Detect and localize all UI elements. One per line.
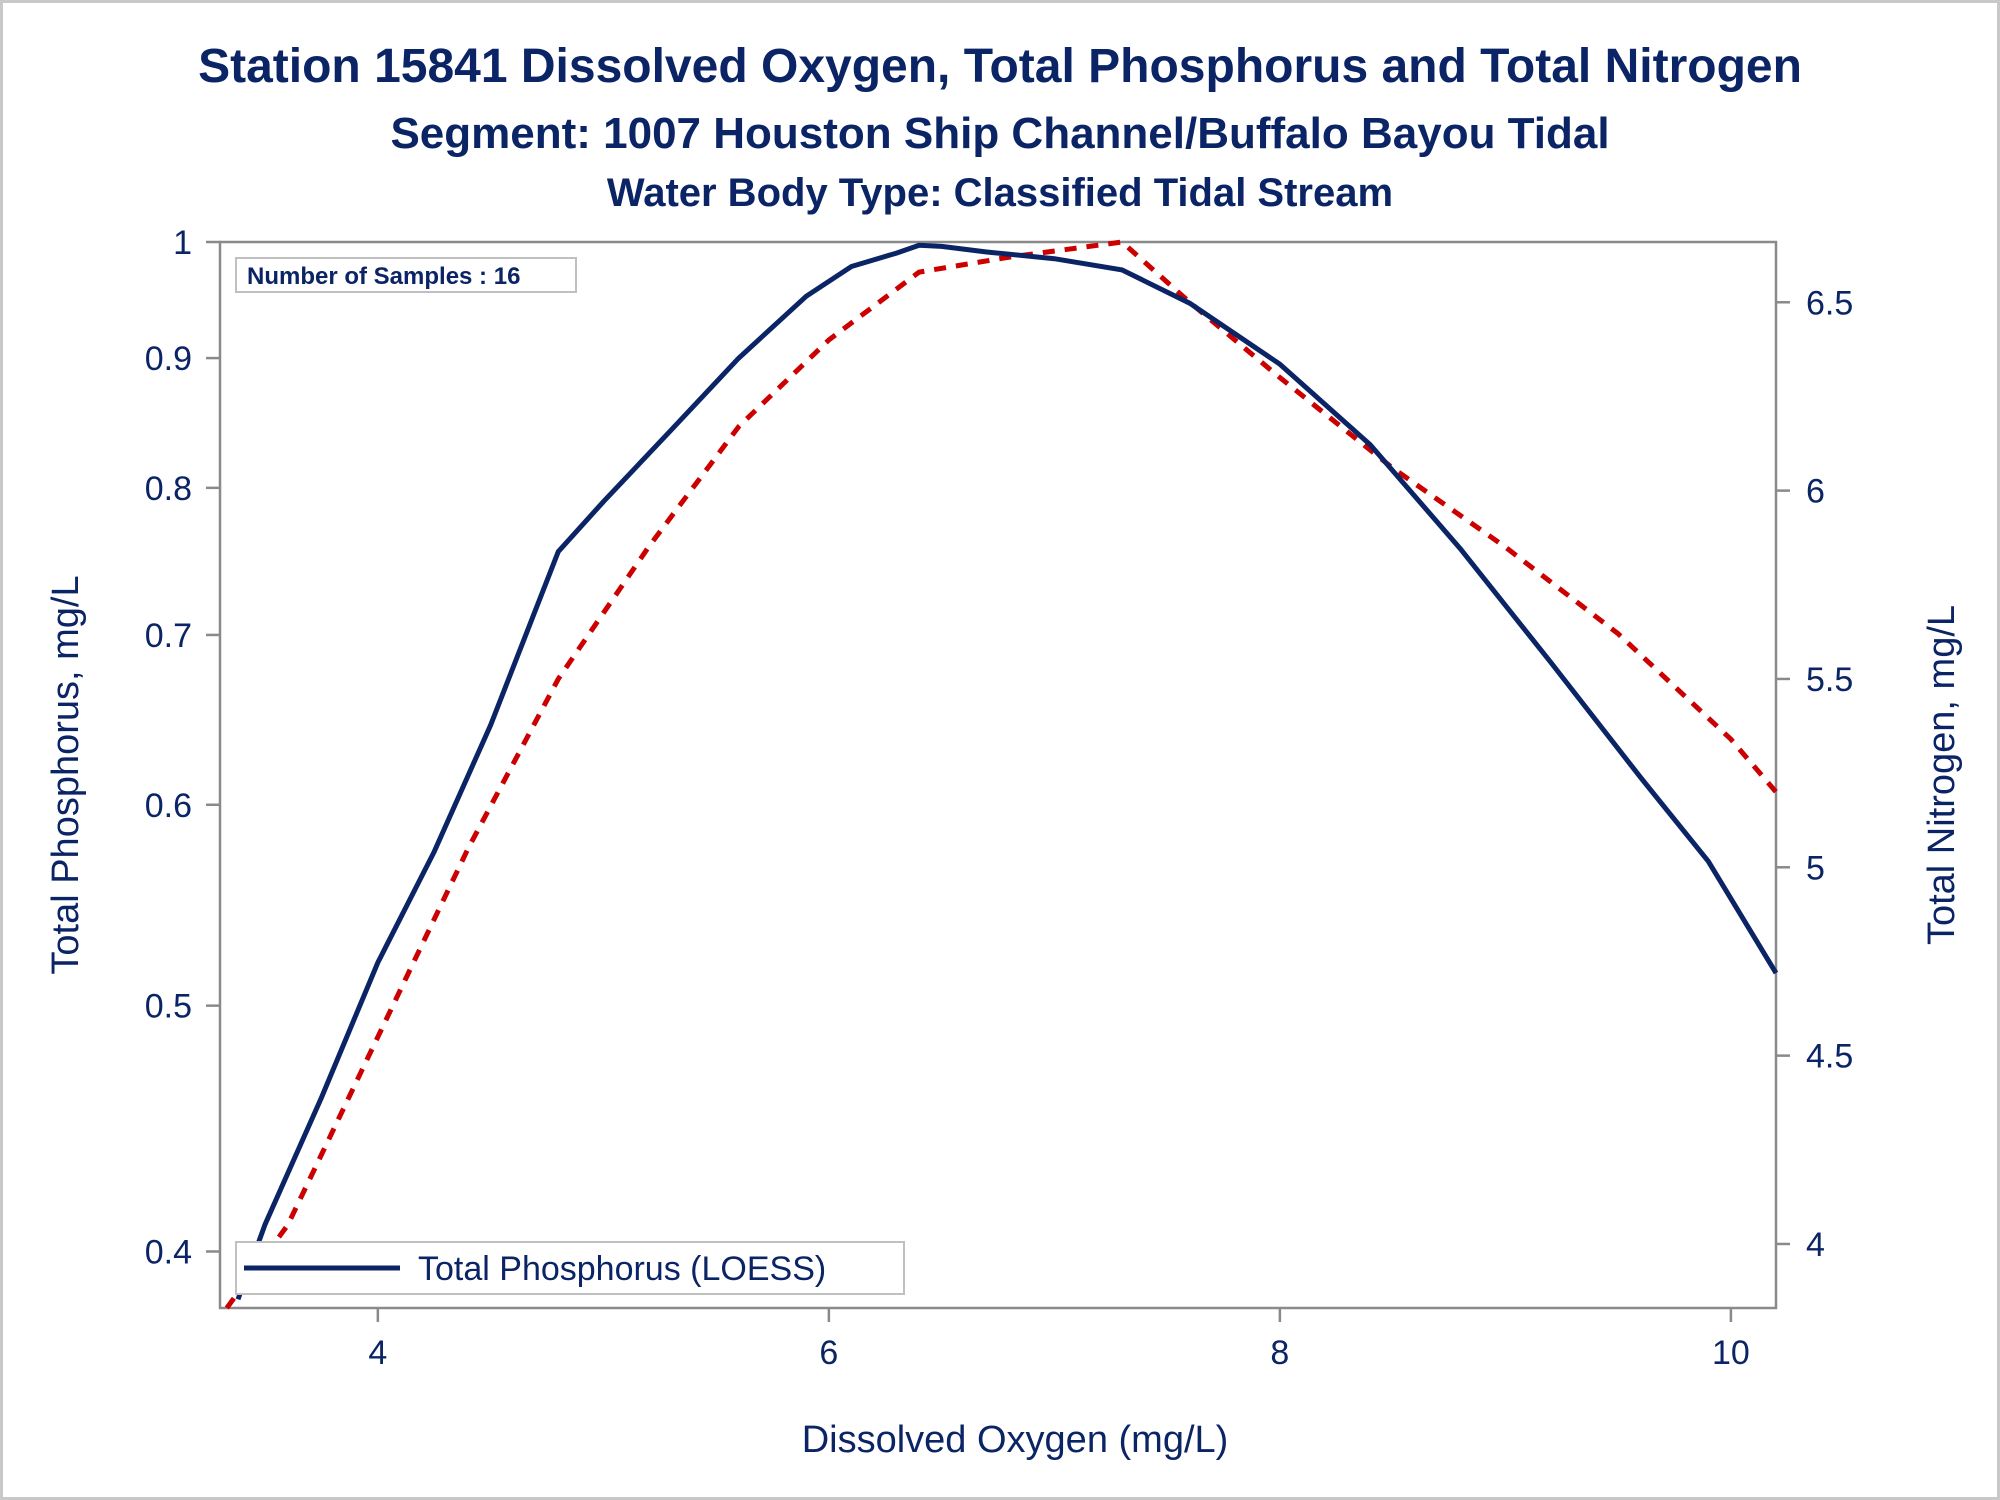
y-left-tick-label: 0.7 <box>145 617 192 655</box>
y-right-tick-label: 6 <box>1806 473 1825 511</box>
y-axis-right: 4 4.5 5 5.5 6 6.5 <box>1776 284 1853 1264</box>
legend: Total Phosphorus (LOESS) <box>235 1241 905 1295</box>
legend-entry-total-phosphorus: Total Phosphorus (LOESS) <box>418 1250 826 1288</box>
y-right-tick-label: 5.5 <box>1806 661 1853 699</box>
x-tick-label: 4 <box>368 1334 387 1372</box>
inset-label-box <box>235 257 577 293</box>
y-left-tick-label: 0.4 <box>145 1233 192 1271</box>
y-right-tick-label: 6.5 <box>1806 284 1853 322</box>
x-tick-label: 10 <box>1712 1334 1750 1372</box>
y-left-tick-label: 0.6 <box>145 787 192 825</box>
x-axis: 4 6 8 10 <box>368 1308 1750 1372</box>
inset-label: Number of Samples : 16 <box>235 257 577 293</box>
y-axis-left: 0.4 0.5 0.6 0.7 0.8 0.9 1 <box>145 224 220 1271</box>
series-line-total-phosphorus <box>235 242 1779 1301</box>
x-axis-label: Dissolved Oxygen (mg/L) <box>802 1419 1229 1461</box>
y-left-tick-label: 1 <box>173 224 192 262</box>
chart-subtitle-2: Water Body Type: Classified Tidal Stream <box>607 171 1393 215</box>
y-right-tick-label: 4.5 <box>1806 1038 1853 1076</box>
y-left-tick-label: 0.5 <box>145 988 192 1026</box>
chart-title: Station 15841 Dissolved Oxygen, Total Ph… <box>198 40 1802 93</box>
series-line-total-nitrogen <box>224 239 1778 1310</box>
y-axis-left-label: Total Phosphorus, mg/L <box>45 575 87 974</box>
chart-subtitle: Segment: 1007 Houston Ship Channel/Buffa… <box>390 109 1609 158</box>
y-left-tick-label: 0.8 <box>145 470 192 508</box>
y-axis-right-label: Total Nitrogen, mg/L <box>1921 605 1963 945</box>
x-tick-label: 6 <box>819 1334 838 1372</box>
plot-area-border <box>218 240 1778 1310</box>
inset-label-text: Number of Samples : 16 <box>247 263 520 290</box>
x-tick-label: 8 <box>1270 1334 1289 1372</box>
y-left-tick-label: 0.9 <box>145 340 192 378</box>
y-right-tick-label: 5 <box>1806 849 1825 887</box>
y-right-tick-label: 4 <box>1806 1226 1825 1264</box>
